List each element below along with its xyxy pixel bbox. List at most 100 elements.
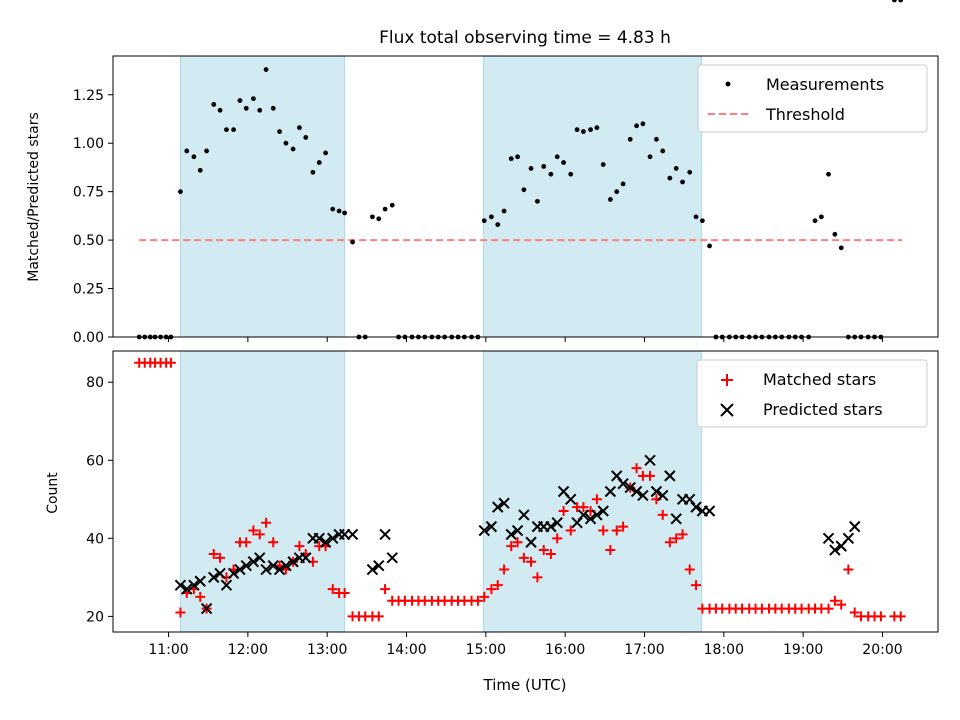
matched-star-point — [538, 545, 549, 556]
measurement-point — [303, 134, 309, 140]
top-ytick-label: 0.50 — [73, 233, 104, 249]
measurement-point — [673, 166, 679, 171]
measurement-point — [640, 121, 646, 127]
measurement-point — [693, 214, 699, 220]
predicted-star-point — [174, 579, 187, 591]
predicted-star-point — [260, 563, 272, 576]
matched-star-point — [829, 595, 840, 606]
predicted-star-point — [703, 505, 716, 517]
measurement-point — [369, 214, 375, 220]
measurement-point — [501, 208, 507, 214]
measurement-point — [600, 162, 606, 167]
bottom-xlabel: Time (UTC) — [483, 676, 567, 694]
measurement-point — [574, 127, 580, 133]
measurement-point — [342, 210, 348, 216]
predicted-star-point — [194, 575, 206, 587]
measurement-point — [554, 154, 560, 160]
measurement-point — [627, 136, 633, 142]
matched-star-point — [254, 529, 265, 540]
predicted-star-point — [200, 602, 213, 615]
bottom-ytick-label: 80 — [86, 375, 104, 391]
measurement-point — [277, 129, 282, 134]
top-legend: Measurements Threshold — [697, 64, 928, 133]
measurement-point — [667, 175, 673, 181]
measurement-point — [534, 198, 540, 204]
matched-star-point — [684, 564, 695, 575]
bottom-ytick-label: 40 — [86, 531, 104, 547]
legend-matched-label: Matched stars — [763, 370, 876, 389]
bottom-xtick-label: 14:00 — [386, 642, 426, 658]
bottom-ytick-label: 60 — [86, 453, 104, 469]
matched-star-point — [545, 548, 556, 559]
bottom-shaded-interval-1 — [482, 350, 703, 633]
matched-star-point — [339, 587, 350, 598]
predicted-star-point — [327, 532, 339, 545]
predicted-star-point — [386, 552, 398, 564]
measurement-point — [548, 171, 554, 177]
matched-star-point — [605, 545, 616, 556]
matched-star-point — [165, 357, 176, 368]
bottom-xtick-label: 18:00 — [704, 642, 744, 658]
measurement-point — [257, 107, 263, 113]
matched-star-point — [492, 580, 503, 591]
predicted-star-point — [617, 477, 629, 490]
measurement-point — [481, 218, 487, 224]
measurement-point — [184, 148, 190, 154]
predicted-star-point — [273, 563, 286, 576]
matched-star-point — [506, 541, 517, 552]
predicted-star-point — [565, 493, 577, 506]
bottom-xtick-label: 17:00 — [624, 642, 664, 658]
predicted-star-point — [624, 481, 636, 494]
measurement-point — [495, 222, 501, 228]
predicted-star-point — [234, 563, 246, 576]
measurement-point — [515, 154, 520, 160]
predicted-star-point — [247, 556, 260, 568]
bottom-xtick-label: 12:00 — [228, 642, 268, 658]
measurement-point — [680, 179, 685, 185]
predicted-star-point — [829, 544, 841, 556]
matched-star-point — [691, 580, 702, 591]
predicted-star-point — [505, 528, 517, 541]
measurement-point — [838, 245, 844, 251]
matched-star-point — [843, 564, 854, 575]
matched-star-point — [631, 463, 642, 474]
matched-star-point — [499, 564, 510, 575]
measurement-point — [237, 98, 243, 103]
matched-star-point — [552, 533, 563, 544]
measurement-point — [310, 169, 316, 175]
matched-star-point — [895, 611, 906, 622]
measurement-point — [283, 140, 289, 146]
matched-star-point — [486, 584, 497, 595]
top-shaded-interval-0 — [179, 55, 346, 338]
predicted-star-point — [267, 559, 279, 572]
measurement-point — [812, 218, 818, 224]
top-plot-frame — [112, 55, 939, 338]
matched-star-point — [591, 494, 602, 505]
measurement-point — [521, 187, 527, 193]
top-ylabel: Matched/Predicted stars — [26, 112, 42, 282]
measurement-point — [581, 129, 586, 134]
matched-star-point — [526, 556, 537, 567]
measurement-point — [568, 171, 574, 177]
bottom-legend: Matched stars Predicted stars — [696, 359, 928, 428]
predicted-star-point — [551, 517, 563, 529]
measurement-point — [634, 123, 639, 129]
predicted-star-point — [240, 559, 252, 572]
measurement-point — [826, 171, 831, 177]
bottom-xtick-label: 15:00 — [466, 642, 506, 658]
measurement-point — [528, 166, 534, 171]
measurement-point — [653, 136, 659, 142]
bottom-xtick-label: 19:00 — [783, 642, 823, 658]
bottom-ylabel: Count — [45, 472, 61, 514]
matched-star-point — [657, 509, 668, 520]
measurement-point — [660, 148, 666, 154]
matched-star-point — [578, 502, 589, 513]
top-ytick-label: 1.00 — [73, 136, 104, 152]
predicted-star-point — [848, 520, 861, 533]
matched-star-point — [677, 529, 688, 540]
predicted-star-point — [498, 497, 510, 509]
measurement-point — [561, 160, 566, 165]
legend-predicted-label: Predicted stars — [763, 400, 883, 419]
predicted-star-point — [181, 583, 193, 595]
